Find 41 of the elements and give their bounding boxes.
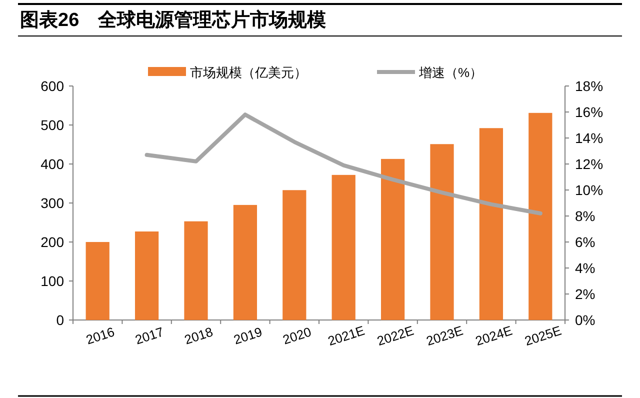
x-tick-label: 2023E (424, 322, 466, 349)
y2-tick-label: 0% (575, 312, 596, 328)
y2-tick-label: 8% (575, 208, 596, 224)
x-tick-label: 2018 (182, 324, 215, 348)
y2-tick-label: 14% (575, 130, 604, 146)
y2-tick-label: 18% (575, 78, 604, 94)
y2-tick-label: 6% (575, 234, 596, 250)
x-tick-label: 2020 (280, 324, 314, 348)
x-tick-label: 2025E (522, 322, 564, 349)
y-tick-label: 600 (40, 78, 64, 94)
x-tick-label: 2016 (84, 324, 116, 348)
bar (430, 144, 454, 320)
y2-tick-label: 12% (575, 156, 604, 172)
y-tick-label: 200 (40, 234, 64, 250)
y-tick-label: 0 (56, 312, 64, 328)
bar (233, 204, 258, 320)
chart-title: 图表26 全球电源管理芯片市场规模 (20, 9, 326, 31)
bar (134, 231, 159, 320)
bar (479, 128, 504, 320)
y2-tick-label: 2% (575, 286, 596, 302)
bar (86, 242, 110, 320)
legend-label: 增速（%） (418, 65, 483, 80)
y2-tick-label: 4% (575, 260, 596, 276)
x-tick-label: 2019 (232, 324, 264, 348)
y-tick-label: 100 (40, 273, 64, 289)
y-tick-label: 400 (40, 156, 64, 172)
bar (332, 174, 356, 320)
y2-tick-label: 16% (575, 104, 604, 120)
y-tick-label: 300 (40, 195, 64, 211)
y2-tick-label: 10% (575, 182, 604, 198)
bar (184, 221, 208, 320)
legend-label: 市场规模（亿美元） (190, 65, 307, 80)
x-tick-label: 2017 (133, 324, 166, 348)
x-tick-label: 2021E (326, 322, 367, 349)
line-series (144, 112, 542, 216)
bar (380, 158, 405, 320)
x-tick-label: 2024E (474, 322, 514, 349)
x-tick-label: 2022E (375, 322, 416, 349)
bar (282, 190, 306, 320)
y-tick-label: 500 (40, 117, 64, 133)
bar (528, 112, 552, 320)
